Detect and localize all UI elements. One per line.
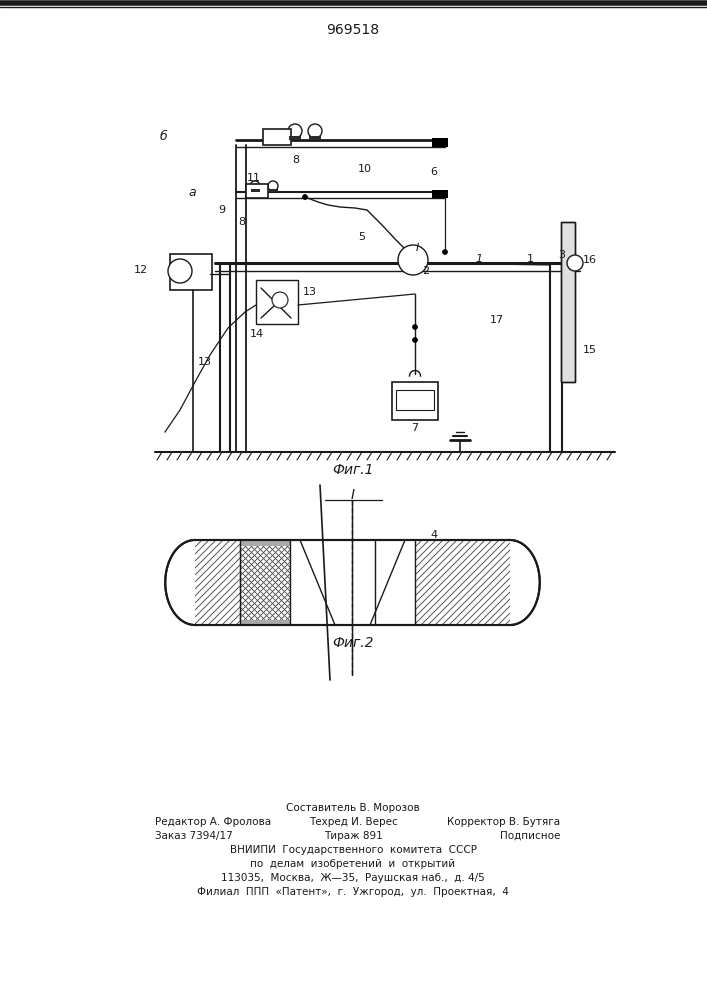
Text: 1: 1 [527,254,534,264]
Text: 113035,  Москва,  Ж—35,  Раушская наб.,  д. 4/5: 113035, Москва, Ж—35, Раушская наб., д. … [221,873,485,883]
Text: 4: 4 [430,530,437,540]
Bar [240,620,415,625]
Text: б: б [159,130,167,143]
Text: 1: 1 [475,254,482,264]
Text: 9: 9 [218,205,225,215]
Text: Составитель В. Морозов: Составитель В. Морозов [286,803,420,813]
Circle shape [303,194,308,200]
Circle shape [398,245,428,275]
Circle shape [250,181,260,191]
Circle shape [268,181,278,191]
Circle shape [308,124,322,138]
Text: Подписное: Подписное [500,831,560,841]
Bar [432,190,448,198]
Bar [170,254,212,290]
Text: Техред И. Верес: Техред И. Верес [309,817,397,827]
Text: 8: 8 [238,217,245,227]
Polygon shape [165,540,195,625]
Text: 14: 14 [250,329,264,339]
Text: Корректор В. Бутяга: Корректор В. Бутяга [447,817,560,827]
Bar [432,138,448,147]
Text: 17: 17 [490,315,504,325]
Circle shape [412,338,418,342]
Bar [309,136,321,140]
Text: 15: 15 [583,345,597,355]
Bar [246,184,268,198]
Text: 12: 12 [134,265,148,275]
Circle shape [168,259,192,283]
Text: 6: 6 [430,167,437,177]
Bar [561,222,575,382]
Text: Филиал  ППП  «Патент»,  г.  Ужгород,  ул.  Проектная,  4: Филиал ППП «Патент», г. Ужгород, ул. Про… [197,887,509,897]
Text: 13: 13 [303,287,317,297]
Text: 3: 3 [558,250,565,260]
Bar [251,189,260,192]
Circle shape [412,324,418,330]
Bar [195,540,510,625]
Text: 13: 13 [198,357,212,367]
Bar [561,222,575,382]
Text: Редактор А. Фролова: Редактор А. Фролова [155,817,271,827]
Text: 16: 16 [583,255,597,265]
Bar [263,129,291,145]
Bar [240,540,415,546]
Text: 10: 10 [358,164,372,174]
Bar [392,382,438,420]
Bar [396,390,434,410]
Polygon shape [510,540,539,625]
Bar [256,280,298,324]
Bar [269,189,278,192]
Text: 11: 11 [247,173,261,183]
Text: 8: 8 [292,155,299,165]
Text: I: I [416,243,419,253]
Text: Фиг.1: Фиг.1 [332,463,374,477]
Text: 969518: 969518 [327,23,380,37]
Text: по  делам  изобретений  и  открытий: по делам изобретений и открытий [250,859,455,869]
Bar [289,136,301,140]
Text: ВНИИПИ  Государственного  комитета  СССР: ВНИИПИ Государственного комитета СССР [230,845,477,855]
Circle shape [567,255,583,271]
Text: a: a [188,186,196,200]
Text: Фиг.2: Фиг.2 [332,636,374,650]
Circle shape [272,292,288,308]
Text: I: I [351,488,355,502]
Bar [290,540,415,625]
Text: 7: 7 [411,423,419,433]
Circle shape [443,249,448,254]
Text: Заказ 7394/17: Заказ 7394/17 [155,831,233,841]
Text: Тираж 891: Тираж 891 [324,831,382,841]
Text: 5: 5 [358,232,365,242]
Circle shape [288,124,302,138]
Text: 2: 2 [422,266,429,276]
